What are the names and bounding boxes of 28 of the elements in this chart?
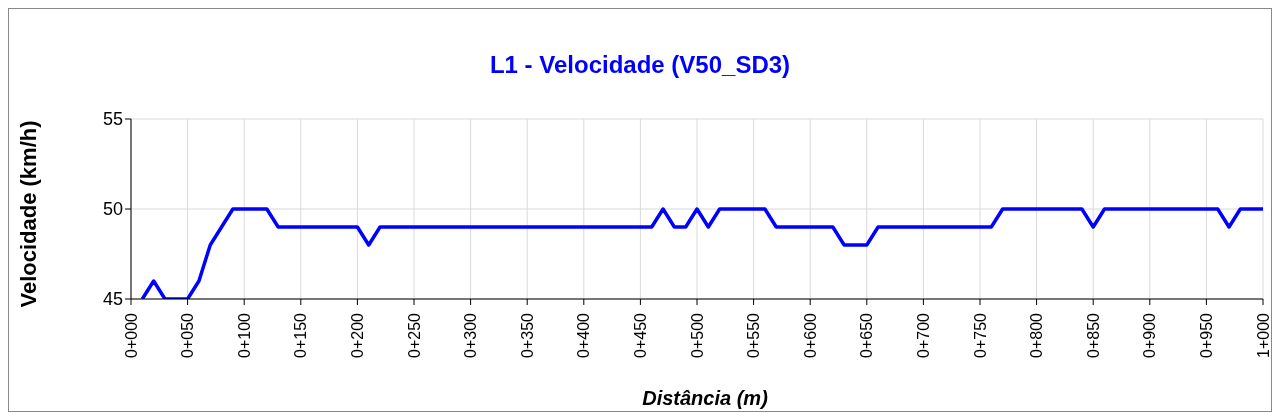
x-tick-label: 0+050 [179, 312, 197, 358]
x-tick-label: 0+700 [914, 312, 932, 358]
x-tick-label: 0+200 [348, 312, 366, 358]
x-tick-label: 0+500 [688, 312, 706, 358]
y-tick-label: 55 [102, 109, 123, 130]
x-tick-label: 0+800 [1028, 312, 1046, 358]
x-tick-label: 0+400 [575, 312, 593, 358]
x-tick-label: 0+000 [122, 312, 140, 358]
x-tick-label: 0+350 [518, 312, 536, 358]
y-tick-label: 50 [102, 199, 123, 220]
x-tick-label: 0+550 [745, 312, 763, 358]
x-tick-label: 0+650 [858, 312, 876, 358]
x-tick-label: 0+750 [971, 312, 989, 358]
x-tick-label: 0+850 [1084, 312, 1102, 358]
x-tick-label: 0+250 [405, 312, 423, 358]
line-series [140, 207, 1263, 299]
x-tick-label: 0+900 [1141, 312, 1159, 358]
chart-title: L1 - Velocidade (V50_SD3) [488, 51, 792, 79]
x-tick-label: 0+450 [631, 312, 649, 358]
x-tick-label: 0+150 [292, 312, 310, 358]
y-axis-title: Velocidade (km/h) [16, 120, 42, 308]
y-tick-label: 45 [102, 289, 123, 310]
x-axis-title: Distância (m) [641, 387, 769, 410]
x-tick-label: 0+100 [235, 312, 253, 358]
x-tick-label: 0+950 [1197, 312, 1215, 358]
x-tick-label: 0+600 [801, 312, 819, 358]
x-tick-label: 0+300 [462, 312, 480, 358]
x-tick-label: 1+000 [1254, 312, 1272, 358]
